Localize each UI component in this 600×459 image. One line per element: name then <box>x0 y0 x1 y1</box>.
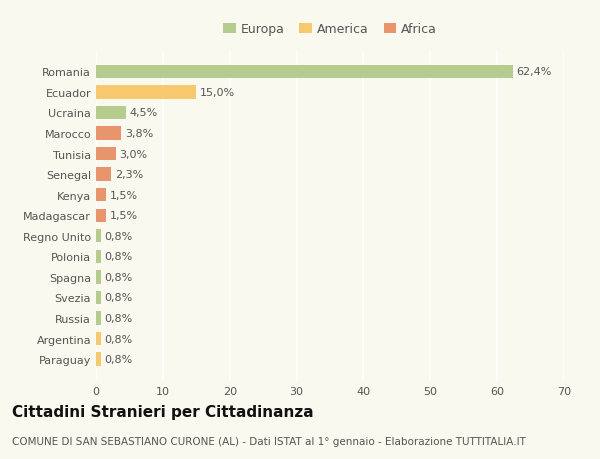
Bar <box>96 189 106 202</box>
Text: 1,5%: 1,5% <box>109 211 137 221</box>
Bar <box>96 291 101 304</box>
Bar <box>96 168 112 181</box>
Bar <box>96 147 116 161</box>
Text: 0,8%: 0,8% <box>104 313 133 323</box>
Text: 0,8%: 0,8% <box>104 293 133 303</box>
Bar <box>96 86 196 99</box>
Text: 0,8%: 0,8% <box>104 272 133 282</box>
Bar <box>96 230 101 243</box>
Bar <box>96 312 101 325</box>
Text: Cittadini Stranieri per Cittadinanza: Cittadini Stranieri per Cittadinanza <box>12 404 314 419</box>
Text: 3,8%: 3,8% <box>125 129 153 139</box>
Bar <box>96 106 126 120</box>
Bar <box>96 271 101 284</box>
Text: 3,0%: 3,0% <box>119 149 148 159</box>
Text: 1,5%: 1,5% <box>109 190 137 200</box>
Legend: Europa, America, Africa: Europa, America, Africa <box>218 18 442 41</box>
Bar <box>96 332 101 346</box>
Bar <box>96 209 106 223</box>
Bar <box>96 127 121 140</box>
Text: COMUNE DI SAN SEBASTIANO CURONE (AL) - Dati ISTAT al 1° gennaio - Elaborazione T: COMUNE DI SAN SEBASTIANO CURONE (AL) - D… <box>12 436 526 446</box>
Bar <box>96 250 101 263</box>
Bar <box>96 66 513 79</box>
Text: 2,3%: 2,3% <box>115 170 143 180</box>
Text: 0,8%: 0,8% <box>104 231 133 241</box>
Text: 0,8%: 0,8% <box>104 354 133 364</box>
Text: 0,8%: 0,8% <box>104 334 133 344</box>
Text: 62,4%: 62,4% <box>517 67 552 77</box>
Bar <box>96 353 101 366</box>
Text: 4,5%: 4,5% <box>130 108 158 118</box>
Text: 15,0%: 15,0% <box>200 88 235 98</box>
Text: 0,8%: 0,8% <box>104 252 133 262</box>
